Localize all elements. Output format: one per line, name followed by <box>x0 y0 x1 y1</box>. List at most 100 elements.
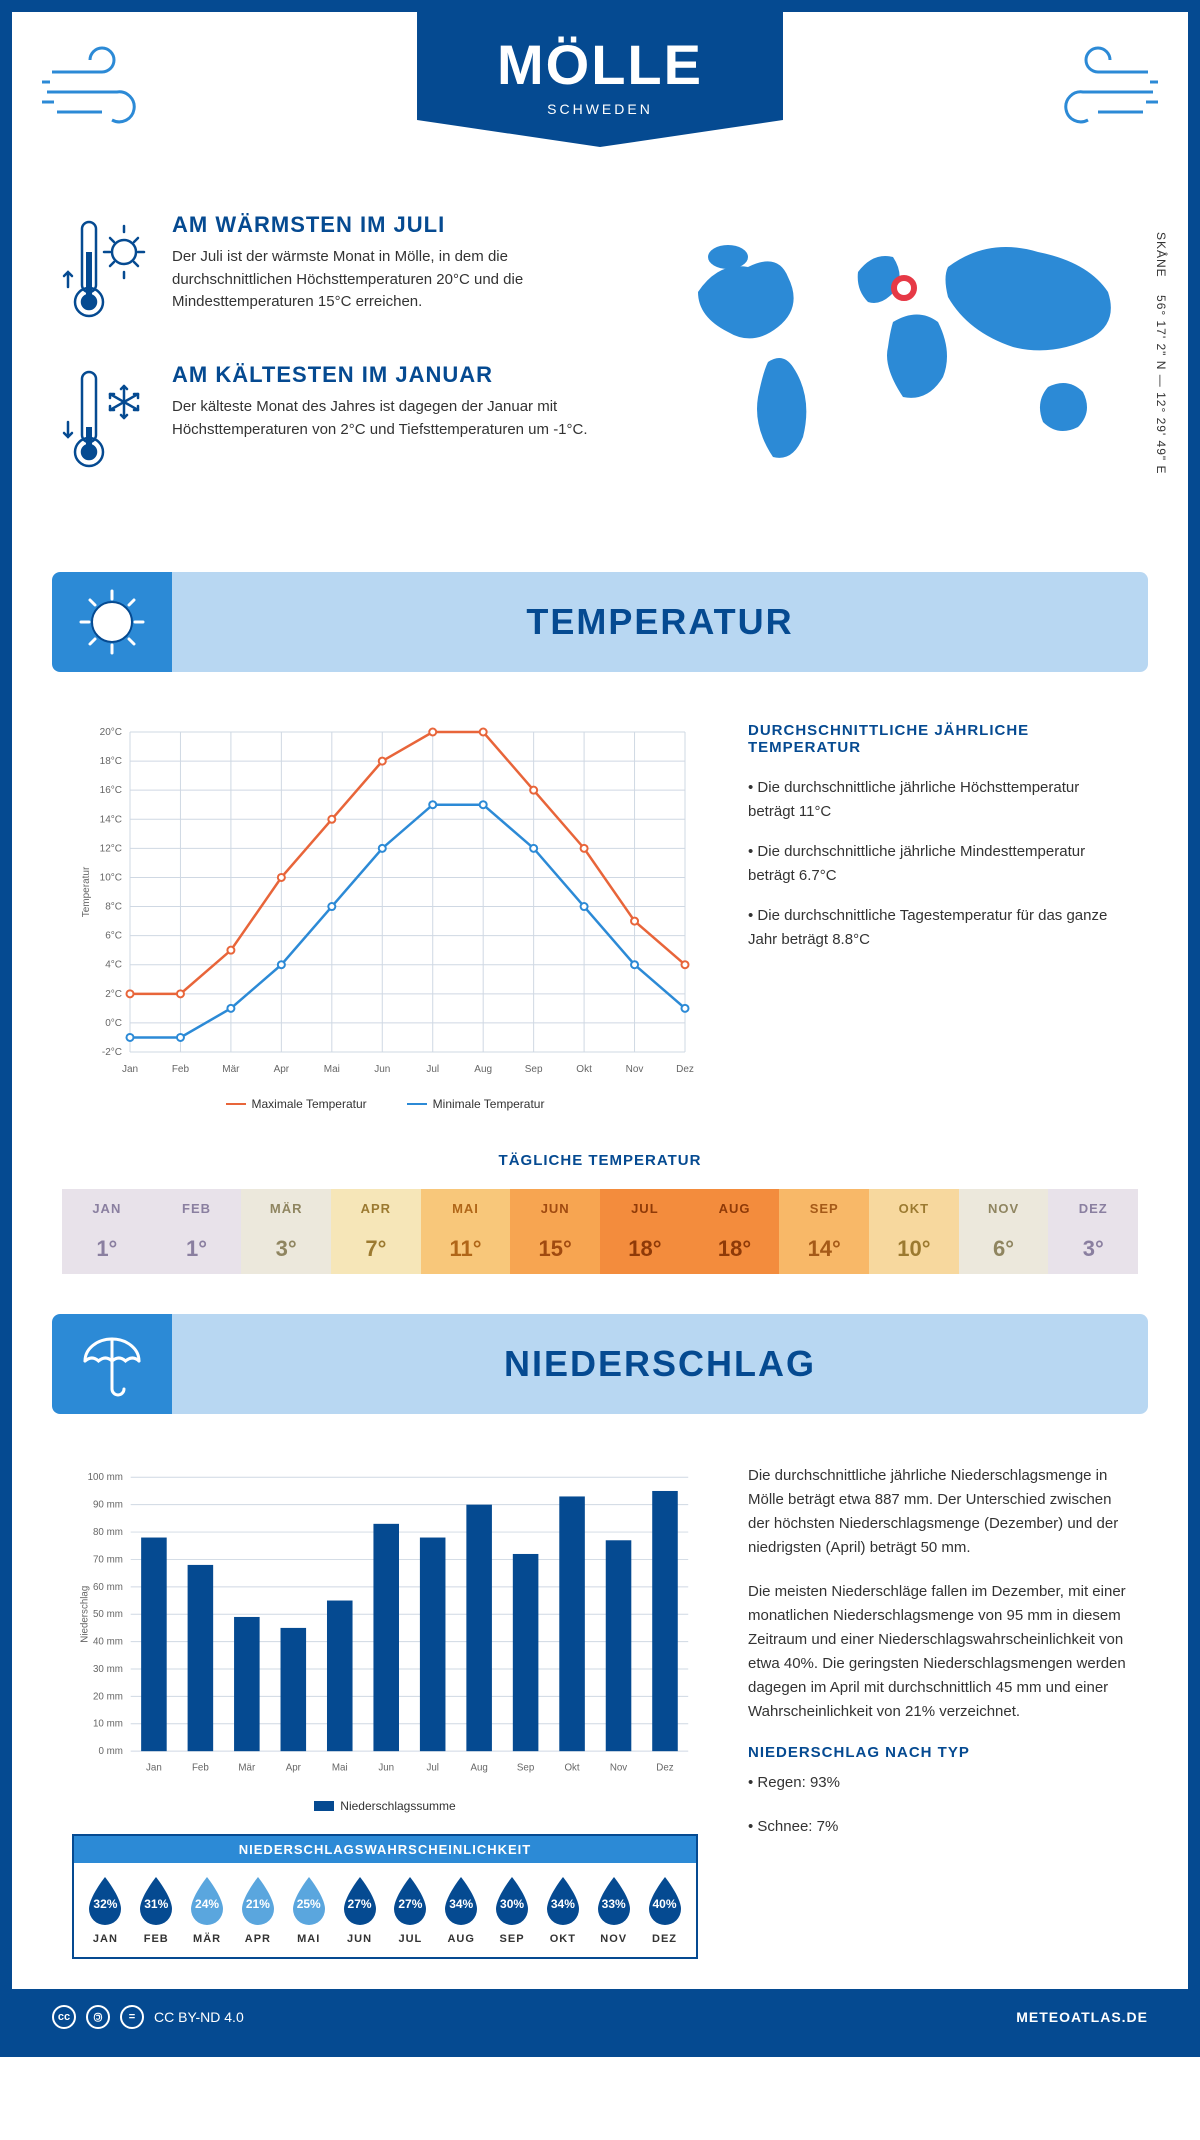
umbrella-icon <box>77 1329 147 1399</box>
svg-text:90 mm: 90 mm <box>93 1500 123 1511</box>
temperature-line-chart: -2°C0°C2°C4°C6°C8°C10°C12°C14°C16°C18°C2… <box>72 722 698 1102</box>
sun-icon <box>77 587 147 657</box>
daily-cell: DEZ3° <box>1048 1189 1138 1274</box>
warmest-fact: AM WÄRMSTEN IM JULI Der Juli ist der wär… <box>62 212 618 332</box>
svg-text:12°C: 12°C <box>100 843 122 854</box>
daily-cell: APR7° <box>331 1189 421 1274</box>
wind-icon <box>42 42 182 142</box>
svg-text:Mai: Mai <box>332 1763 348 1774</box>
daily-cell: JUL18° <box>600 1189 690 1274</box>
precip-section-header: NIEDERSCHLAG <box>52 1314 1148 1414</box>
svg-text:0°C: 0°C <box>105 1018 122 1029</box>
daily-cell: FEB1° <box>152 1189 242 1274</box>
svg-text:2°C: 2°C <box>105 989 122 1000</box>
country-subtitle: SCHWEDEN <box>497 101 703 117</box>
precip-bar-chart: 0 mm10 mm20 mm30 mm40 mm50 mm60 mm70 mm8… <box>72 1464 698 1804</box>
daily-cell: MÄR3° <box>241 1189 331 1274</box>
title-banner: MÖLLE SCHWEDEN <box>417 12 783 147</box>
warmest-title: AM WÄRMSTEN IM JULI <box>172 212 618 238</box>
svg-text:70 mm: 70 mm <box>93 1554 123 1565</box>
prob-drop: 27%JUN <box>336 1875 383 1945</box>
thermometer-cold-icon <box>62 362 152 482</box>
svg-text:Feb: Feb <box>172 1064 190 1075</box>
header: MÖLLE SCHWEDEN <box>12 12 1188 192</box>
daily-cell: MAI11° <box>421 1189 511 1274</box>
svg-text:10°C: 10°C <box>100 872 122 883</box>
svg-text:40 mm: 40 mm <box>93 1637 123 1648</box>
license-text: CC BY-ND 4.0 <box>154 2009 244 2025</box>
prob-drop: 32%JAN <box>82 1875 129 1945</box>
prob-drop: 34%OKT <box>539 1875 586 1945</box>
prob-drop: 31%FEB <box>133 1875 180 1945</box>
svg-text:6°C: 6°C <box>105 931 122 942</box>
svg-text:Nov: Nov <box>610 1763 627 1774</box>
svg-text:Dez: Dez <box>656 1763 673 1774</box>
svg-text:30 mm: 30 mm <box>93 1664 123 1675</box>
prob-drop: 25%MAI <box>285 1875 332 1945</box>
svg-text:Feb: Feb <box>192 1763 209 1774</box>
daily-cell: AUG18° <box>690 1189 780 1274</box>
prob-drop: 27%JUL <box>387 1875 434 1945</box>
svg-text:Aug: Aug <box>470 1763 487 1774</box>
intro-section: AM WÄRMSTEN IM JULI Der Juli ist der wär… <box>12 192 1188 552</box>
svg-text:Jun: Jun <box>374 1064 390 1075</box>
prob-drop: 34%AUG <box>438 1875 485 1945</box>
by-icon: 🄯 <box>86 2005 110 2029</box>
svg-text:20°C: 20°C <box>100 727 122 738</box>
svg-text:Nov: Nov <box>626 1064 644 1075</box>
city-title: MÖLLE <box>497 32 703 97</box>
thermometer-hot-icon <box>62 212 152 332</box>
svg-text:50 mm: 50 mm <box>93 1609 123 1620</box>
daily-cell: JAN1° <box>62 1189 152 1274</box>
svg-text:14°C: 14°C <box>100 814 122 825</box>
temp-heading: TEMPERATUR <box>172 601 1148 643</box>
svg-text:Jul: Jul <box>426 1763 438 1774</box>
svg-text:10 mm: 10 mm <box>93 1719 123 1730</box>
svg-text:20 mm: 20 mm <box>93 1691 123 1702</box>
svg-text:Apr: Apr <box>286 1763 302 1774</box>
coordinates: SKÅNE 56° 17' 2" N — 12° 29' 49" E <box>1154 232 1168 475</box>
svg-text:-2°C: -2°C <box>102 1047 122 1058</box>
daily-temp-title: TÄGLICHE TEMPERATUR <box>12 1152 1188 1169</box>
temperature-section-header: TEMPERATUR <box>52 572 1148 672</box>
coldest-text: Der kälteste Monat des Jahres ist dagege… <box>172 396 618 441</box>
precip-legend: Niederschlagssumme <box>72 1799 698 1813</box>
prob-drop: 24%MÄR <box>184 1875 231 1945</box>
prob-drop: 21%APR <box>234 1875 281 1945</box>
coldest-title: AM KÄLTESTEN IM JANUAR <box>172 362 618 388</box>
precip-probability-box: NIEDERSCHLAGSWAHRSCHEINLICHKEIT 32%JAN31… <box>72 1834 698 1959</box>
cc-icon: cc <box>52 2005 76 2029</box>
svg-text:4°C: 4°C <box>105 960 122 971</box>
daily-cell: OKT10° <box>869 1189 959 1274</box>
svg-text:Niederschlag: Niederschlag <box>80 1586 91 1643</box>
temp-legend: Maximale Temperatur Minimale Temperatur <box>72 1097 698 1111</box>
svg-text:Jan: Jan <box>122 1064 138 1075</box>
svg-text:Temperatur: Temperatur <box>81 866 92 917</box>
svg-text:Okt: Okt <box>576 1064 592 1075</box>
daily-cell: NOV6° <box>959 1189 1049 1274</box>
nd-icon: = <box>120 2005 144 2029</box>
prob-drop: 33%NOV <box>590 1875 637 1945</box>
svg-text:Sep: Sep <box>517 1763 535 1774</box>
precip-summary: Die durchschnittliche jährliche Niedersc… <box>748 1464 1128 1959</box>
world-map: SKÅNE 56° 17' 2" N — 12° 29' 49" E <box>658 212 1138 512</box>
infographic-frame: MÖLLE SCHWEDEN AM WÄRMSTEN IM JULI Der J… <box>0 0 1200 2057</box>
site-name: METEOATLAS.DE <box>1016 2009 1148 2025</box>
footer: cc 🄯 = CC BY-ND 4.0 METEOATLAS.DE <box>12 1989 1188 2045</box>
coldest-fact: AM KÄLTESTEN IM JANUAR Der kälteste Mona… <box>62 362 618 482</box>
svg-text:Mär: Mär <box>222 1064 240 1075</box>
svg-text:8°C: 8°C <box>105 902 122 913</box>
svg-text:Apr: Apr <box>274 1064 290 1075</box>
warmest-text: Der Juli ist der wärmste Monat in Mölle,… <box>172 246 618 314</box>
svg-text:Mär: Mär <box>238 1763 256 1774</box>
svg-text:Jun: Jun <box>378 1763 394 1774</box>
svg-text:80 mm: 80 mm <box>93 1527 123 1538</box>
prob-drop: 40%DEZ <box>641 1875 688 1945</box>
temp-summary: DURCHSCHNITTLICHE JÄHRLICHE TEMPERATUR •… <box>748 722 1128 1102</box>
precip-heading: NIEDERSCHLAG <box>172 1343 1148 1385</box>
svg-text:Sep: Sep <box>525 1064 543 1075</box>
svg-text:Okt: Okt <box>564 1763 579 1774</box>
svg-text:Mai: Mai <box>324 1064 340 1075</box>
svg-text:Dez: Dez <box>676 1064 694 1075</box>
svg-text:16°C: 16°C <box>100 785 122 796</box>
